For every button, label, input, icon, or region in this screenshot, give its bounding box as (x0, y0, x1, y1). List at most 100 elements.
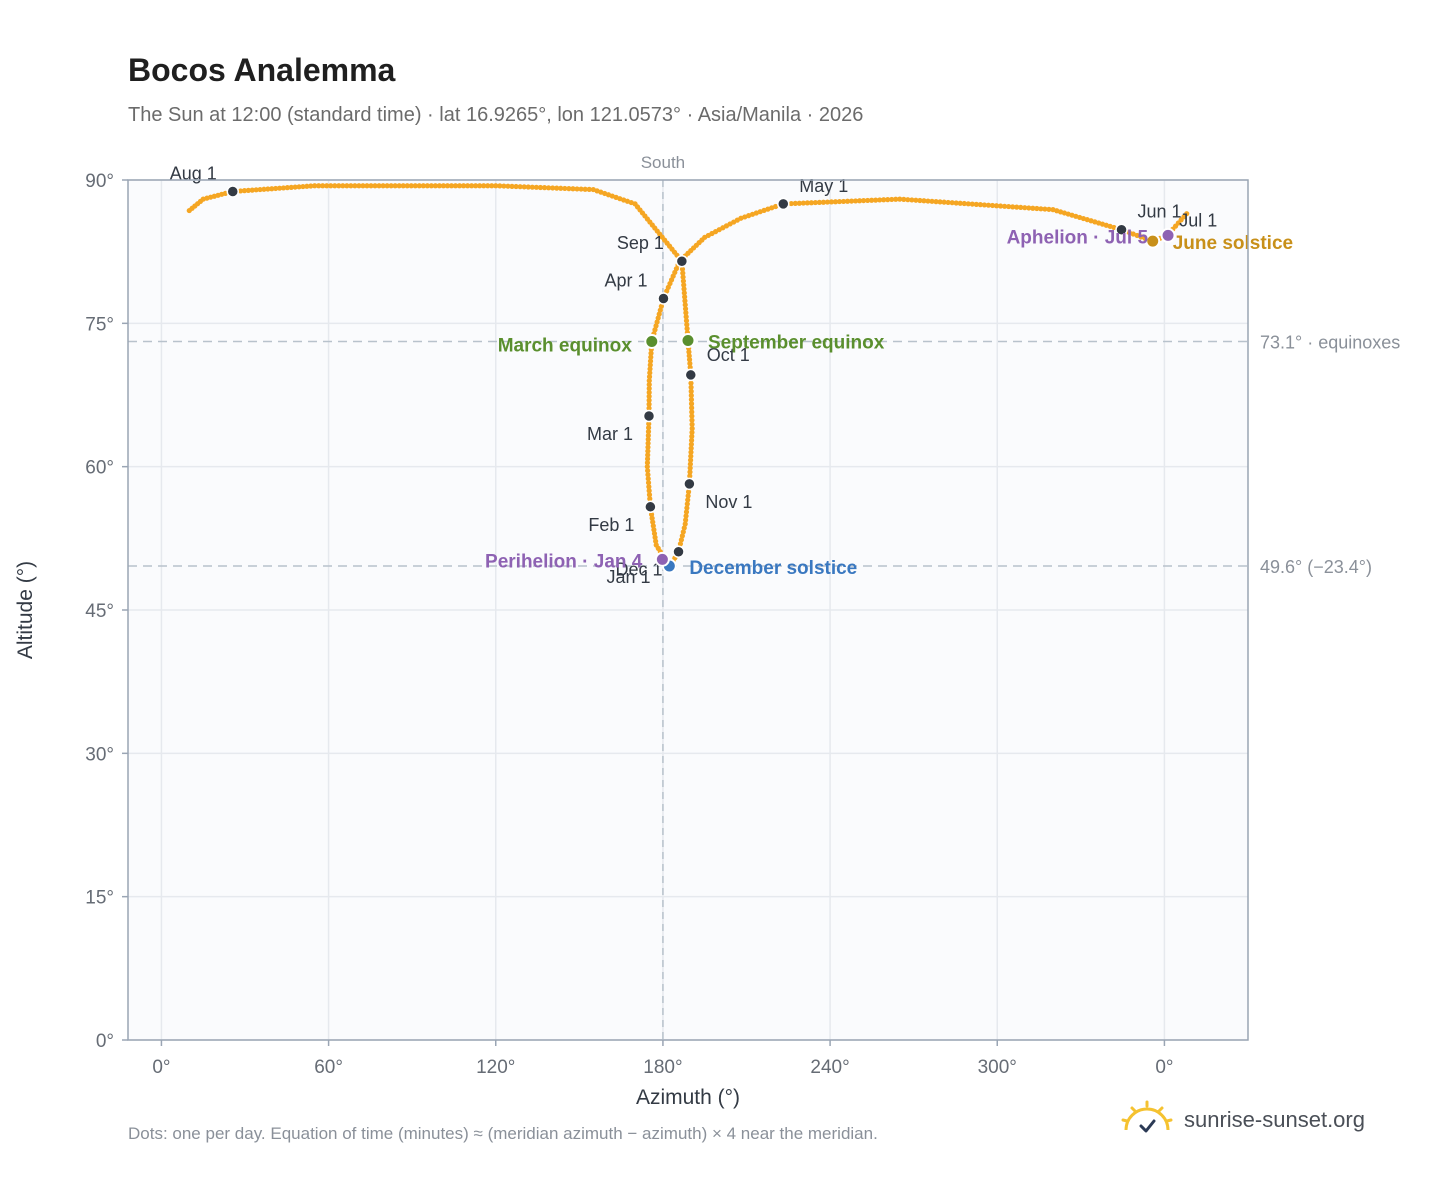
event-marker (680, 333, 696, 349)
curve-dot (644, 460, 651, 466)
curve-dot (683, 310, 689, 316)
event-markers: March equinox September equinox June solst… (485, 227, 1293, 579)
month-marker (672, 545, 685, 558)
curve-dot (689, 433, 695, 439)
curve-dot (796, 200, 802, 206)
curve-dot (292, 184, 298, 190)
curve-dot (505, 183, 511, 189)
curve-dot (574, 186, 580, 192)
month-marker (1115, 223, 1128, 236)
month-label: Jul 1 (1179, 210, 1217, 230)
curve-dot (237, 188, 244, 194)
curve-dot (836, 198, 843, 205)
curve-dot (376, 183, 382, 189)
curve-dot (921, 198, 927, 204)
curve-dot (1026, 205, 1032, 211)
curve-dot (997, 203, 1004, 209)
month-label: Oct 1 (707, 345, 750, 365)
curve-dot (452, 183, 459, 189)
curve-dot (792, 200, 798, 206)
curve-dot (913, 197, 919, 203)
curve-dot (917, 197, 923, 204)
curve-dot (444, 183, 451, 189)
curve-dot (973, 201, 979, 207)
curve-dot (646, 389, 652, 396)
curve-dot (679, 266, 686, 272)
curve-dot (856, 198, 863, 204)
curve-dot (420, 183, 426, 189)
x-tick-label: 0° (152, 1057, 170, 1078)
month-label: Mar 1 (587, 424, 633, 444)
curve-dot (649, 515, 655, 521)
curve-dot (961, 200, 967, 207)
event-marker (1145, 233, 1161, 249)
axes: 0° 60° 120° 180° 240° 300° 0° 0° 15° 30° 45° 60° 75°… (14, 171, 1174, 1109)
curve-dot (687, 364, 693, 370)
curve-dot (424, 183, 430, 189)
curve-dot (949, 200, 955, 206)
curve-dot (893, 196, 899, 202)
curve-dot (680, 274, 686, 280)
event-marker (644, 333, 660, 349)
curve-dot (687, 473, 693, 479)
event-label: December solstice (689, 558, 857, 579)
curve-dot (646, 425, 652, 431)
curve-dot (456, 183, 463, 189)
curve-dot (929, 198, 935, 204)
month-marker (675, 254, 689, 268)
month-label: Apr 1 (604, 270, 647, 290)
curve-dot (647, 370, 653, 376)
curve-dot (985, 202, 992, 208)
month-label: Feb 1 (588, 515, 634, 535)
y-tick-label: 0° (96, 1031, 114, 1052)
x-tick-label: 240° (810, 1057, 849, 1078)
brand-logo[interactable]: sunrise-sunset.org (1120, 1100, 1365, 1140)
y-tick-label: 30° (85, 744, 114, 765)
curve-dot (653, 542, 659, 548)
curve-dot (678, 537, 684, 543)
curve-dot (340, 183, 346, 189)
curve-dot (684, 501, 690, 507)
curve-dot (683, 509, 690, 515)
month-marker (777, 197, 790, 211)
curve-dot (558, 185, 564, 191)
curve-dot (647, 366, 653, 372)
curve-dot (688, 445, 694, 451)
y-tick-label: 15° (85, 888, 114, 909)
curve-dot (644, 464, 650, 470)
curve-dot (901, 196, 907, 202)
curve-dot (687, 469, 693, 475)
curve-dot (816, 199, 823, 206)
curve-dot (529, 184, 535, 190)
curve-dot (788, 200, 794, 207)
curve-dot (648, 511, 655, 518)
curve-dot (653, 538, 659, 544)
curve-dot (681, 282, 687, 288)
curve-dot (1018, 204, 1024, 211)
curve-dot (320, 183, 326, 189)
curve-dot (848, 198, 855, 204)
month-label: Aug 1 (170, 163, 217, 183)
curve-dot (645, 440, 651, 446)
curve-dot (1006, 203, 1012, 210)
curve-dot (686, 357, 693, 363)
curve-dot (469, 183, 475, 189)
curve-dot (647, 358, 654, 364)
curve-dot (296, 184, 302, 190)
curve-dot (646, 488, 652, 494)
curve-dot (889, 196, 895, 203)
curve-dot (652, 327, 658, 333)
curve-dot (658, 303, 664, 309)
curve-dot (905, 197, 911, 203)
event-label: September equinox (708, 333, 885, 354)
curve-dot (683, 318, 690, 324)
chart-subtitle: The Sun at 12:00 (standard time) · lat 1… (128, 104, 864, 126)
curve-dot (685, 493, 691, 499)
curve-dot (586, 186, 592, 192)
curve-dot (436, 183, 443, 189)
curve-dot (650, 523, 656, 529)
curve-dot (647, 496, 653, 502)
curve-dot (448, 183, 455, 189)
curve-dot (865, 197, 871, 204)
curve-dot (683, 517, 689, 523)
